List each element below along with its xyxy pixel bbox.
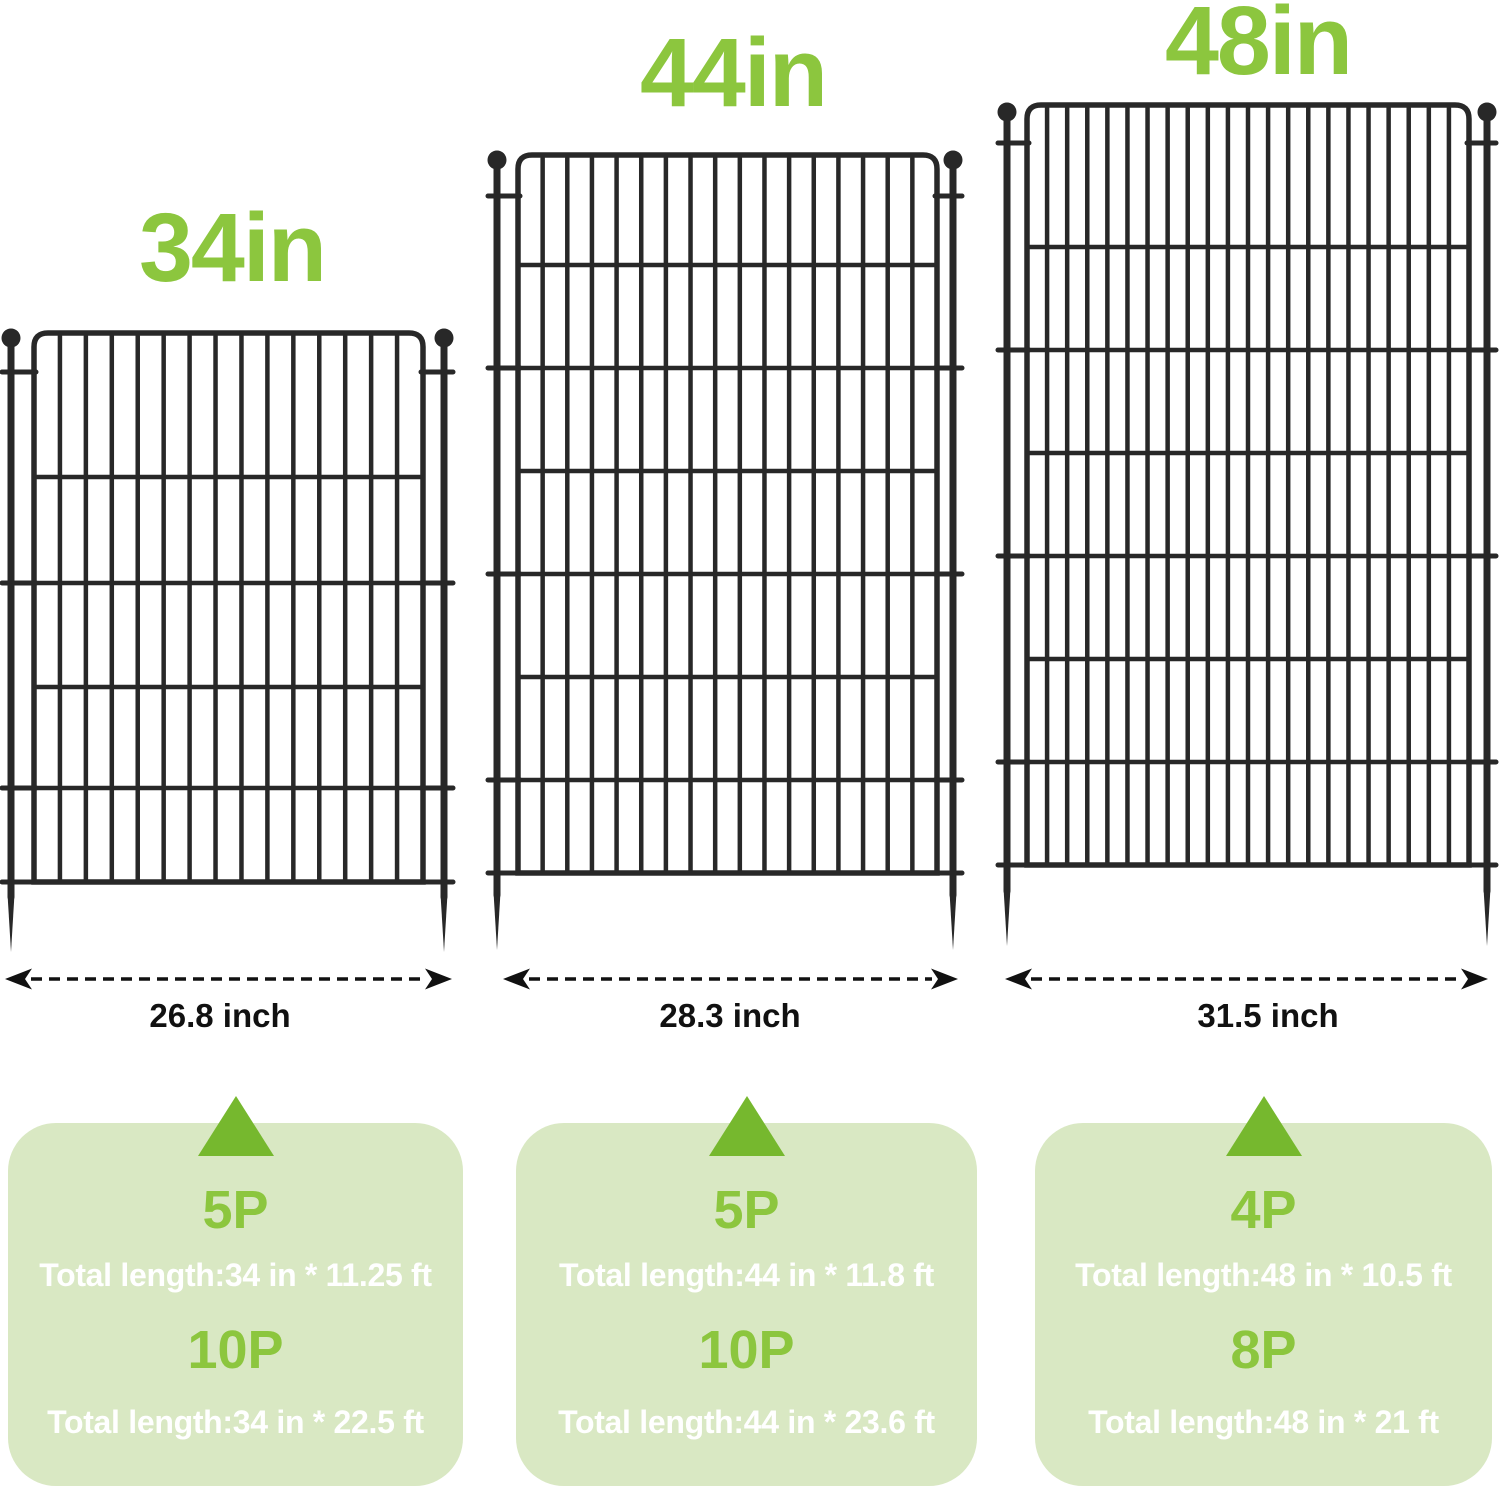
width-dimension-arrow-34in bbox=[5, 968, 452, 990]
pack-count: 10P bbox=[187, 1320, 284, 1380]
triangle-up-icon bbox=[708, 1096, 785, 1156]
pack-info-box-44in: 5P Total length:44 in * 11.8 ft 10P Tota… bbox=[516, 1096, 977, 1486]
pack-count: 10P bbox=[698, 1320, 795, 1380]
triangle-up-icon bbox=[197, 1096, 274, 1156]
pack-total-length: Total length:48 in * 21 ft bbox=[1088, 1404, 1439, 1440]
pack-total-length: Total length:34 in * 22.5 ft bbox=[47, 1404, 424, 1440]
pack-info-box-48in: 4P Total length:48 in * 10.5 ft 8P Total… bbox=[1035, 1096, 1492, 1486]
fence-illustration-48in bbox=[995, 102, 1499, 946]
pack-count: 5P bbox=[713, 1180, 780, 1240]
width-dimension-arrow-48in bbox=[1005, 968, 1488, 990]
width-dimension-arrow-44in bbox=[503, 968, 958, 990]
pack-total-length: Total length:44 in * 23.6 ft bbox=[558, 1404, 935, 1440]
height-label-48in: 48in bbox=[1164, 0, 1353, 95]
triangle-up-icon bbox=[1225, 1096, 1302, 1156]
height-label-44in: 44in bbox=[639, 18, 828, 127]
pack-total-length: Total length:34 in * 11.25 ft bbox=[39, 1257, 432, 1293]
height-label-34in: 34in bbox=[138, 193, 327, 302]
pack-total-length: Total length:44 in * 11.8 ft bbox=[558, 1257, 935, 1293]
pack-count: 8P bbox=[1230, 1320, 1297, 1380]
width-label-44in: 28.3 inch bbox=[659, 997, 801, 1034]
width-label-48in: 31.5 inch bbox=[1197, 997, 1339, 1034]
fence-illustration-44in bbox=[485, 150, 965, 950]
fence-illustration-34in bbox=[0, 328, 456, 952]
pack-count: 4P bbox=[1230, 1180, 1297, 1240]
width-label-34in: 26.8 inch bbox=[149, 997, 291, 1034]
pack-count: 5P bbox=[202, 1180, 269, 1240]
pack-total-length: Total length:48 in * 10.5 ft bbox=[1075, 1257, 1452, 1293]
pack-info-box-34in: 5P Total length:34 in * 11.25 ft 10P Tot… bbox=[8, 1096, 463, 1486]
